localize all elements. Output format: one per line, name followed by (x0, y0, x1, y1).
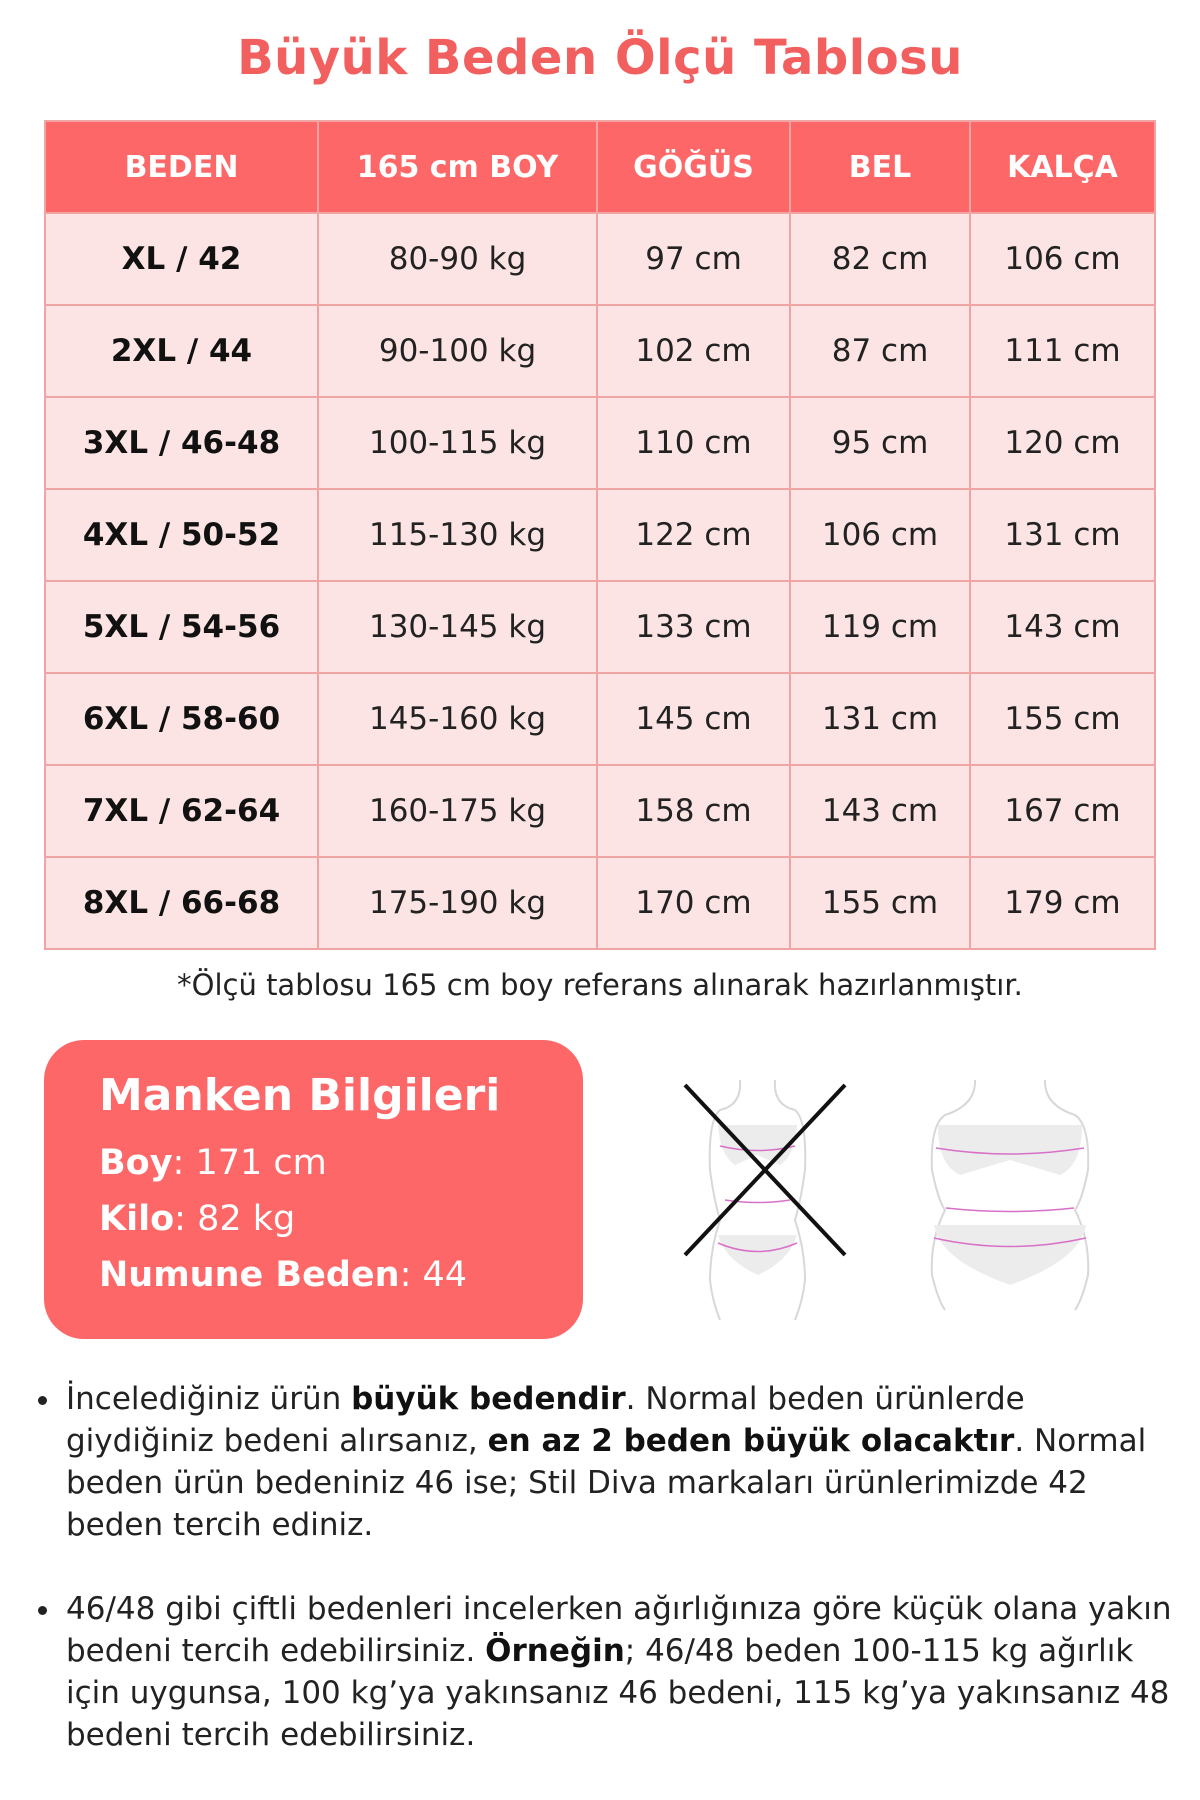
size-cell: 3XL / 46-48 (44, 396, 319, 490)
table-row: 3XL / 46-48 100-115 kg 110 cm 95 cm 120 cm (44, 396, 1156, 490)
model-height: Boy: 171 cm (99, 1135, 583, 1191)
table-header-row: BEDEN 165 cm BOY GÖĞÜS BEL KALÇA (44, 120, 1156, 214)
column-header: BEL (789, 120, 971, 214)
table-cell: 155 cm (789, 856, 971, 950)
bullet-text: İncelediğiniz ürün (66, 1381, 352, 1417)
table-cell: 100-115 kg (317, 396, 598, 490)
size-cell: 2XL / 44 (44, 304, 319, 398)
table-cell: 133 cm (596, 580, 791, 674)
column-header: GÖĞÜS (596, 120, 791, 214)
table-cell: 119 cm (789, 580, 971, 674)
table-row: XL / 42 80-90 kg 97 cm 82 cm 106 cm (44, 212, 1156, 306)
table-cell: 130-145 kg (317, 580, 598, 674)
table-cell: 160-175 kg (317, 764, 598, 858)
model-info-title: Manken Bilgileri (99, 1070, 501, 1121)
table-footnote: *Ölçü tablosu 165 cm boy referans alınar… (177, 968, 1023, 1002)
table-cell: 155 cm (969, 672, 1156, 766)
table-cell: 110 cm (596, 396, 791, 490)
table-cell: 106 cm (789, 488, 971, 582)
table-cell: 143 cm (969, 580, 1156, 674)
table-cell: 122 cm (596, 488, 791, 582)
table-row: 8XL / 66-68 175-190 kg 170 cm 155 cm 179 cm (44, 856, 1156, 950)
table-cell: 143 cm (789, 764, 971, 858)
bullet-text: 46/48 gibi çiftli bedenleri incelerken a… (66, 1591, 1172, 1669)
size-cell: 7XL / 62-64 (44, 764, 319, 858)
model-height-value: : 171 cm (172, 1143, 327, 1183)
model-weight-value: : 82 kg (174, 1199, 296, 1239)
bullet-text: ; 46/48 beden 100-115 kg ağırlık için uy… (66, 1633, 1170, 1753)
table-cell: 95 cm (789, 396, 971, 490)
table-cell: 145-160 kg (317, 672, 598, 766)
size-table: BEDEN 165 cm BOY GÖĞÜS BEL KALÇA XL / 42 80-9… (44, 120, 1156, 950)
correct-body-figure (930, 1079, 1090, 1311)
table-cell: 102 cm (596, 304, 791, 398)
size-cell: 4XL / 50-52 (44, 488, 319, 582)
table-cell: 131 cm (789, 672, 971, 766)
bullet-item: İncelediğiniz ürün büyük bedendir. Norma… (30, 1378, 1180, 1546)
table-cell: 175-190 kg (317, 856, 598, 950)
column-header: 165 cm BOY (317, 120, 598, 214)
table-cell: 97 cm (596, 212, 791, 306)
size-cell: 6XL / 58-60 (44, 672, 319, 766)
bullet-text: . Normal beden ürünlerde giydiğiniz bede… (66, 1381, 1025, 1459)
bullet-bold-text: büyük bedendir (351, 1381, 626, 1417)
model-sample-size-label: Numune Beden (99, 1255, 400, 1295)
bullet-bold-text: Örneğin (485, 1633, 625, 1669)
model-info-card: Manken Bilgileri Boy: 171 cm Kilo: 82 kg… (44, 1040, 583, 1339)
info-bullet-list: İncelediğiniz ürün büyük bedendir. Norma… (30, 1378, 1180, 1798)
table-cell: 87 cm (789, 304, 971, 398)
table-cell: 106 cm (969, 212, 1156, 306)
body-measurement-illustration (683, 1079, 1090, 1321)
bullet-text: . Normal beden ürün bedeniniz 46 ise; St… (66, 1423, 1147, 1543)
table-row: 5XL / 54-56 130-145 kg 133 cm 119 cm 143 cm (44, 580, 1156, 674)
table-cell: 145 cm (596, 672, 791, 766)
table-cell: 120 cm (969, 396, 1156, 490)
table-cell: 80-90 kg (317, 212, 598, 306)
model-weight-label: Kilo (99, 1199, 175, 1239)
table-cell: 179 cm (969, 856, 1156, 950)
model-height-label: Boy (99, 1143, 173, 1183)
model-sample-size: Numune Beden: 44 (99, 1247, 583, 1303)
column-header: BEDEN (44, 120, 319, 214)
column-header: KALÇA (969, 120, 1156, 214)
size-cell: XL / 42 (44, 212, 319, 306)
table-cell: 170 cm (596, 856, 791, 950)
cross-mark-icon (683, 1083, 847, 1257)
model-weight: Kilo: 82 kg (99, 1191, 583, 1247)
table-cell: 115-130 kg (317, 488, 598, 582)
bullet-item: 46/48 gibi çiftli bedenleri incelerken a… (30, 1588, 1180, 1756)
table-cell: 111 cm (969, 304, 1156, 398)
size-cell: 5XL / 54-56 (44, 580, 319, 674)
table-row: 6XL / 58-60 145-160 kg 145 cm 131 cm 155 cm (44, 672, 1156, 766)
table-cell: 82 cm (789, 212, 971, 306)
bullet-bold-text: en az 2 beden büyük olacaktır (487, 1423, 1015, 1459)
table-row: 7XL / 62-64 160-175 kg 158 cm 143 cm 167 cm (44, 764, 1156, 858)
model-sample-size-value: : 44 (399, 1255, 468, 1295)
page-title: Büyük Beden Ölçü Tablosu (237, 30, 963, 86)
table-row: 4XL / 50-52 115-130 kg 122 cm 106 cm 131 cm (44, 488, 1156, 582)
table-row: 2XL / 44 90-100 kg 102 cm 87 cm 111 cm (44, 304, 1156, 398)
table-cell: 131 cm (969, 488, 1156, 582)
size-cell: 8XL / 66-68 (44, 856, 319, 950)
table-cell: 90-100 kg (317, 304, 598, 398)
table-cell: 158 cm (596, 764, 791, 858)
table-cell: 167 cm (969, 764, 1156, 858)
